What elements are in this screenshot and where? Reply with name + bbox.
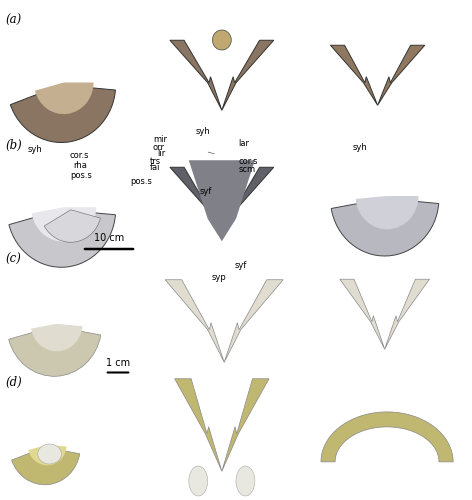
Text: 1 cm: 1 cm [106,358,130,368]
Polygon shape [170,40,222,110]
Ellipse shape [189,466,208,496]
Text: syf: syf [235,262,247,270]
Polygon shape [330,46,378,105]
Text: pos.s: pos.s [70,170,92,179]
Wedge shape [31,324,83,351]
Polygon shape [175,379,222,471]
Wedge shape [8,326,101,376]
Text: 10 cm: 10 cm [94,233,124,243]
Wedge shape [331,198,439,256]
Polygon shape [222,167,274,238]
Text: lir: lir [157,150,165,158]
Text: (a): (a) [6,14,22,27]
Wedge shape [356,196,419,230]
Text: trs: trs [149,156,160,166]
Wedge shape [10,85,116,142]
Ellipse shape [38,444,61,464]
Text: fai: fai [150,164,160,172]
Polygon shape [385,279,430,349]
Text: lar: lar [238,138,249,147]
Wedge shape [32,207,96,242]
Polygon shape [378,46,425,105]
Ellipse shape [212,30,231,50]
Wedge shape [12,447,80,484]
Text: orr: orr [152,142,164,152]
Text: syh: syh [353,144,368,152]
Text: (d): (d) [6,376,22,389]
Text: (c): (c) [6,253,22,266]
Ellipse shape [236,466,255,496]
Text: rha: rha [73,162,87,170]
Wedge shape [9,210,116,267]
Text: syf: syf [199,186,211,196]
Wedge shape [28,445,67,466]
Polygon shape [189,160,255,242]
Polygon shape [222,379,269,471]
Text: mir: mir [153,134,168,143]
Polygon shape [170,167,222,238]
Text: cor.s: cor.s [238,158,258,166]
Text: (b): (b) [6,139,22,152]
Wedge shape [35,82,93,114]
Text: syh: syh [27,146,42,154]
Polygon shape [224,280,283,362]
Polygon shape [340,279,385,349]
Text: syp: syp [211,273,226,282]
Wedge shape [44,210,101,242]
PathPatch shape [321,412,453,462]
Polygon shape [165,280,224,362]
Text: pos.s: pos.s [130,176,152,186]
Text: scm: scm [238,166,255,174]
Text: syh: syh [195,126,211,136]
Polygon shape [222,40,274,110]
Text: cor.s: cor.s [70,150,89,160]
